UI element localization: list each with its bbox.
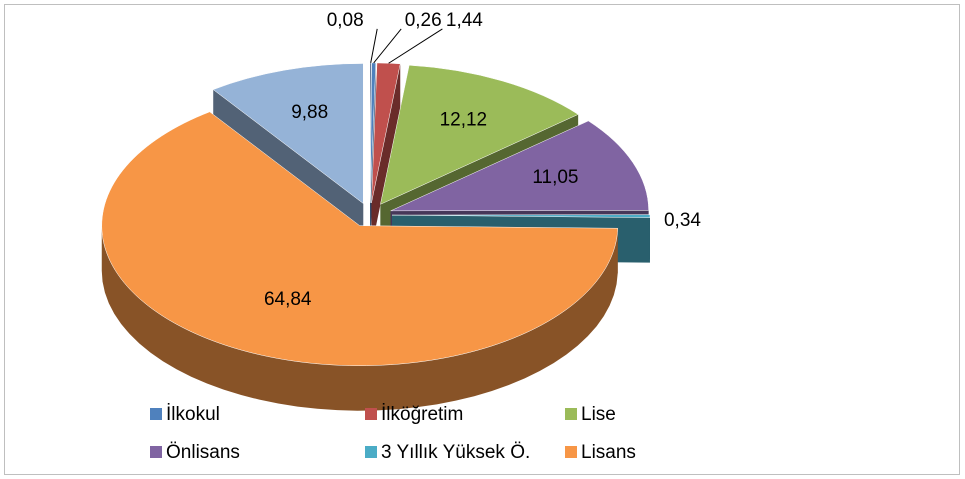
leader-line [370, 28, 378, 63]
slice-side [101, 225, 618, 411]
legend-label: İlkokul [166, 404, 220, 425]
slice-radial-wall [371, 63, 401, 248]
data-label: 12,12 [440, 109, 488, 130]
leader-line [373, 28, 402, 64]
legend-label: Lise [581, 404, 616, 425]
data-label: 0,34 [664, 210, 701, 231]
legend-label: Lisans [581, 442, 636, 463]
slice-top [212, 63, 364, 204]
data-label: 0,08 [327, 10, 364, 31]
legend-swatch [365, 408, 377, 420]
slice [101, 111, 618, 411]
data-label: 1,44 [446, 10, 483, 31]
legend-swatch [565, 446, 577, 458]
data-label: 0,26 [405, 10, 442, 31]
legend-swatch [150, 408, 162, 420]
slice-top [391, 214, 651, 218]
legend-label: Önlisans [166, 442, 240, 463]
data-label: 64,84 [264, 289, 312, 310]
leader-line [388, 28, 443, 64]
legend-label: İlköğretim [381, 404, 463, 425]
slice-top [390, 120, 649, 212]
legend-swatch [565, 408, 577, 420]
slice-top [101, 111, 618, 366]
legend-swatch [365, 446, 377, 458]
data-label: 11,05 [532, 167, 578, 188]
legend-swatch [150, 446, 162, 458]
slice-top [380, 64, 579, 205]
slice [371, 62, 401, 248]
data-label: 9,88 [291, 102, 328, 123]
legend-label: 3 Yıllık Yüksek Ö. [381, 442, 530, 463]
